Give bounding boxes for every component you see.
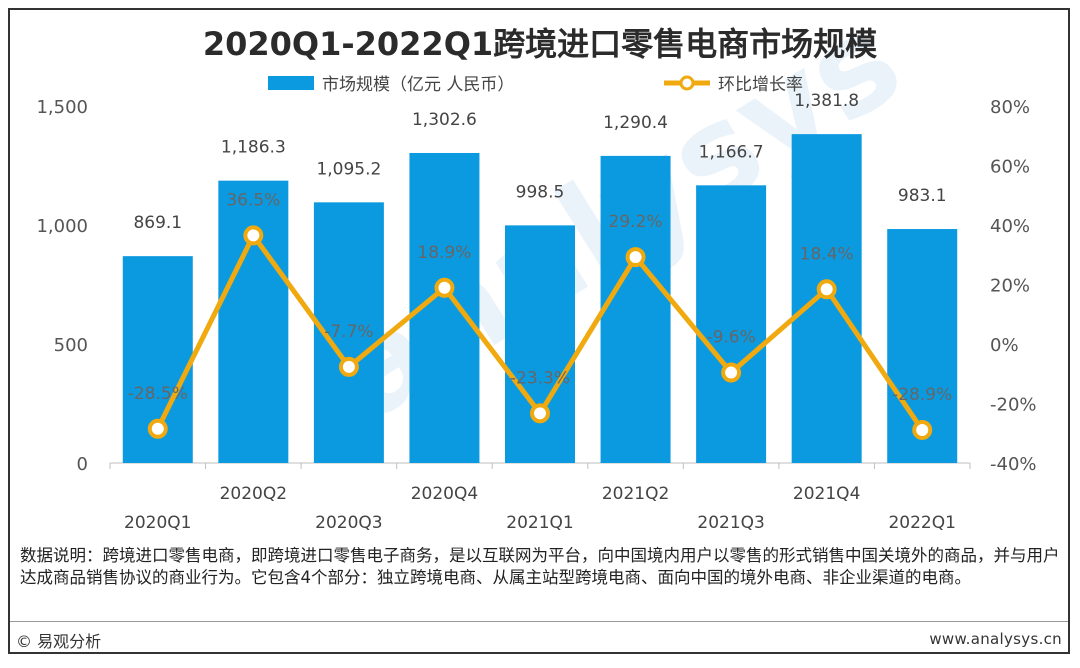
x-tick-label: 2021Q4	[793, 484, 860, 504]
y-left-tick-label: 500	[54, 335, 88, 356]
y-right-tick-label: 80%	[990, 97, 1030, 118]
line-point	[243, 225, 264, 246]
x-tick-label: 2020Q4	[411, 484, 478, 504]
x-tick-label: 2021Q1	[506, 513, 573, 533]
y-left-tick-label: 1,000	[36, 216, 88, 237]
line-point	[338, 356, 359, 377]
bar	[218, 180, 289, 464]
y-right-tick-label: 0%	[990, 335, 1019, 356]
line-point	[912, 419, 933, 440]
line-point	[147, 418, 168, 439]
line-point	[434, 277, 455, 298]
x-tick-label: 2022Q1	[888, 513, 955, 533]
bar-data-label: 983.1	[898, 186, 947, 206]
line-point	[721, 362, 742, 383]
bar-data-label: 1,166.7	[699, 142, 764, 162]
line-data-label: 18.9%	[417, 243, 471, 263]
bar	[505, 225, 575, 463]
chart-title: 2020Q1-2022Q1跨境进口零售电商市场规模	[203, 25, 877, 63]
bar-data-label: 869.1	[133, 213, 182, 233]
line-data-label: -28.5%	[128, 384, 188, 404]
y-right-tick-label: 60%	[990, 157, 1030, 178]
y-right-tick-label: -40%	[990, 454, 1037, 475]
legend-bar-swatch	[268, 76, 314, 90]
line-data-label: -28.9%	[892, 385, 952, 405]
bar-data-label: 1,290.4	[603, 113, 668, 133]
x-tick-label: 2020Q2	[220, 484, 287, 504]
bar-data-label: 998.5	[516, 182, 565, 202]
website-link[interactable]: www.analysys.cn	[929, 630, 1062, 648]
y-right-tick-label: -20%	[990, 395, 1037, 416]
legend-bar-label: 市场规模（亿元 人民币）	[322, 75, 514, 95]
chart: 0 500 1,000 1,500 -40% -20% 0% 20% 40% 60% 80% 2020…	[36, 25, 1037, 533]
bar-data-label: 1,381.8	[794, 91, 859, 111]
line-data-label: 36.5%	[226, 190, 280, 210]
footer-divider	[10, 621, 1068, 622]
bar	[696, 185, 767, 464]
line-data-label: -9.6%	[706, 328, 755, 348]
x-tick-label: 2020Q3	[315, 513, 382, 533]
y-right-tick-label: 20%	[990, 276, 1030, 297]
bar	[600, 155, 671, 463]
y-left-tick-label: 1,500	[36, 97, 88, 118]
line-point	[625, 247, 646, 268]
line-point	[530, 403, 550, 424]
y-left-tick-label: 0	[77, 454, 88, 475]
legend-line-label: 环比增长率	[718, 75, 803, 95]
x-tick-label: 2021Q3	[697, 513, 764, 533]
x-tick-label: 2021Q2	[602, 484, 669, 504]
bar-data-label: 1,095.2	[316, 159, 381, 179]
x-tick-label: 2020Q1	[124, 513, 191, 533]
line-data-label: 29.2%	[609, 212, 663, 232]
y-right-tick-label: 40%	[990, 216, 1030, 237]
bar-data-label: 1,302.6	[412, 110, 477, 130]
data-note: 数据说明：跨境进口零售电商，即跨境进口零售电子商务，是以互联网为平台，向中国境内…	[20, 546, 1060, 587]
line-data-label: -23.3%	[510, 368, 570, 388]
legend-line-marker	[679, 75, 695, 91]
line-data-label: 18.4%	[800, 244, 854, 264]
line-point	[816, 279, 837, 300]
bar-data-label: 1,186.3	[221, 138, 286, 158]
copyright-text: © 易观分析	[16, 632, 102, 651]
line-data-label: -7.7%	[324, 322, 373, 342]
